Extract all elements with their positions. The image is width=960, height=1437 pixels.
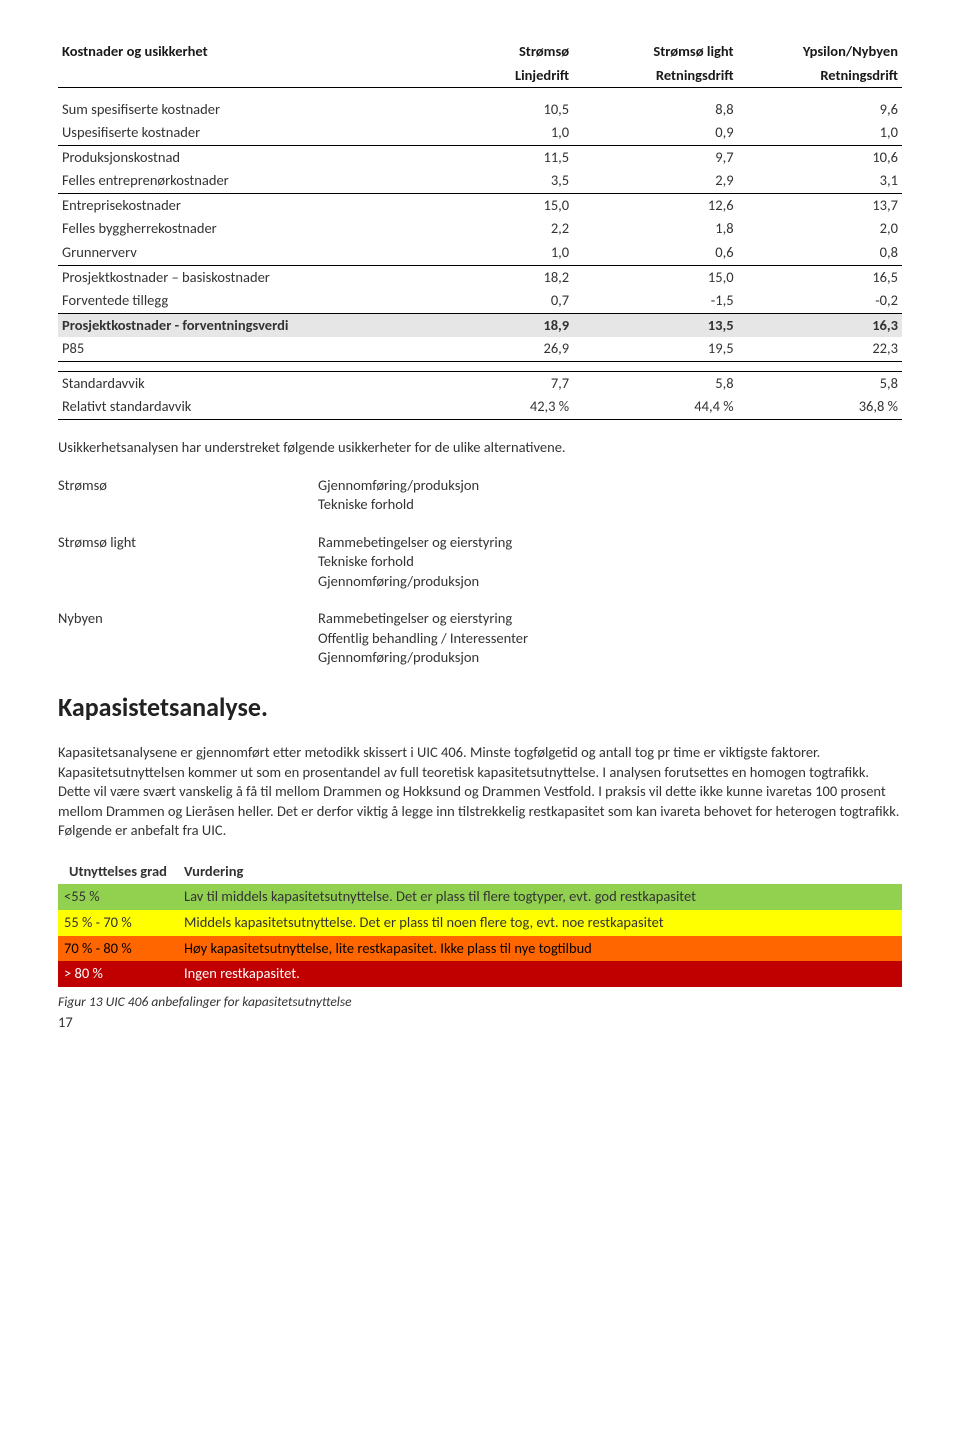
uncertainty-list: Strømsø Gjennomføring/produksjon Teknisk… — [58, 476, 902, 669]
list-item: Offentlig behandling / Interessenter — [318, 629, 902, 649]
col3-subheader: Retningsdrift — [738, 64, 902, 88]
table-row: Felles byggherrekostnader 2,2 1,8 2,0 — [58, 217, 902, 241]
list-item: Gjennomføring/produksjon — [318, 648, 902, 668]
table-row: > 80 % Ingen restkapasitet. — [58, 961, 902, 987]
table-row: Entreprisekostnader 15,0 12,6 13,7 — [58, 193, 902, 217]
table-row: Felles entreprenørkostnader 3,5 2,9 3,1 — [58, 169, 902, 193]
table-row: <55 % Lav til middels kapasitetsutnyttel… — [58, 884, 902, 910]
col3-header: Ypsilon/Nybyen — [738, 40, 902, 64]
alt-items: Rammebetingelser og eierstyring Offentli… — [318, 609, 902, 668]
col2-header: Strømsø light — [573, 40, 737, 64]
col1-header: Strømsø — [409, 40, 573, 64]
table-row: 70 % - 80 % Høy kapasitetsutnyttelse, li… — [58, 936, 902, 962]
table-row: Produksjonskostnad 11,5 9,7 10,6 — [58, 145, 902, 169]
list-item: Gjennomføring/produksjon — [318, 572, 902, 592]
table-row: Forventede tillegg 0,7 -1,5 -0,2 — [58, 289, 902, 313]
table-row: Prosjektkostnader - forventningsverdi 18… — [58, 313, 902, 337]
alt-items: Gjennomføring/produksjon Tekniske forhol… — [318, 476, 902, 515]
utilization-table: Utnyttelses grad Vurdering <55 % Lav til… — [58, 859, 902, 987]
capacity-paragraph: Kapasitetsanalysene er gjennomført etter… — [58, 743, 902, 841]
alt-name: Strømsø light — [58, 533, 278, 592]
alt-items: Rammebetingelser og eierstyring Tekniske… — [318, 533, 902, 592]
col-grad-header: Utnyttelses grad — [58, 859, 178, 885]
table-row: P85 26,9 19,5 22,3 — [58, 337, 902, 361]
table-row: Standardavvik 7,7 5,8 5,8 — [58, 371, 902, 395]
list-item: Tekniske forhold — [318, 495, 902, 515]
figure-caption: Figur 13 UIC 406 anbefalinger for kapasi… — [58, 993, 902, 1011]
table-row: Uspesifiserte kostnader 1,0 0,9 1,0 — [58, 121, 902, 145]
table-row: Sum spesifiserte kostnader 10,5 8,8 9,6 — [58, 98, 902, 122]
col-vurdering-header: Vurdering — [178, 859, 902, 885]
intro-paragraph: Usikkerhetsanalysen har understreket føl… — [58, 438, 902, 458]
cost-table: Kostnader og usikkerhet Strømsø Strømsø … — [58, 40, 902, 420]
table-row: Grunnerverv 1,0 0,6 0,8 — [58, 241, 902, 265]
list-item: Gjennomføring/produksjon — [318, 476, 902, 496]
cost-table-title: Kostnader og usikkerhet — [58, 40, 409, 64]
alt-name: Strømsø — [58, 476, 278, 515]
list-item: Tekniske forhold — [318, 552, 902, 572]
page-number: 17 — [58, 1013, 902, 1033]
col2-subheader: Retningsdrift — [573, 64, 737, 88]
list-item: Rammebetingelser og eierstyring — [318, 609, 902, 629]
alt-name: Nybyen — [58, 609, 278, 668]
col1-subheader: Linjedrift — [409, 64, 573, 88]
section-heading: Kapasistetsanalyse. — [58, 690, 902, 725]
table-row: 55 % - 70 % Middels kapasitetsutnyttelse… — [58, 910, 902, 936]
list-item: Rammebetingelser og eierstyring — [318, 533, 902, 553]
table-row: Relativt standardavvik 42,3 % 44,4 % 36,… — [58, 395, 902, 419]
table-row: Prosjektkostnader – basiskostnader 18,2 … — [58, 265, 902, 289]
